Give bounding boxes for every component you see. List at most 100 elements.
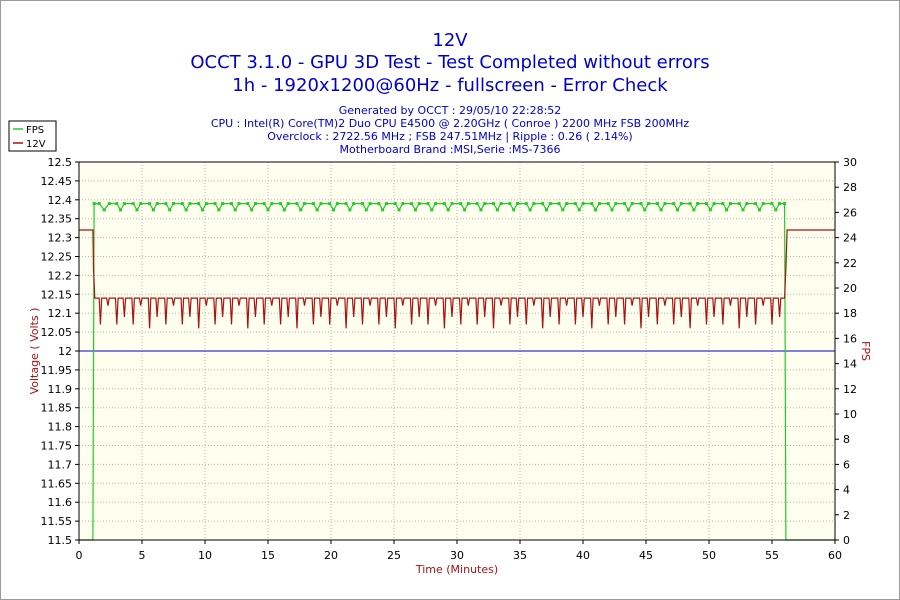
info-generated: Generated by OCCT : 29/05/10 22:28:52 [339,104,562,117]
legend: FPS 12V [8,120,57,152]
data-point-fps [364,208,368,212]
data-point-fps [524,202,528,206]
data-point-fps [745,202,749,206]
data-point-fps [557,202,561,206]
data-point-fps [295,202,299,206]
data-point-fps [135,208,139,212]
data-point-fps [565,202,569,206]
data-point-fps [459,202,463,206]
y-tick-label: 11.75 [41,440,73,453]
data-point-fps [712,202,716,206]
data-point-fps [221,202,225,206]
data-point-fps [442,202,446,206]
data-point-fps [761,202,765,206]
data-point-fps [107,202,111,206]
data-point-fps [397,208,401,212]
data-point-fps [541,202,545,206]
y2-tick-label: 24 [843,232,857,245]
data-point-fps [463,208,467,212]
x-tick-label: 20 [324,549,338,562]
data-point-fps [102,208,106,212]
data-point-fps [512,208,516,212]
data-point-fps [561,208,565,212]
data-point-fps [233,208,237,212]
data-point-fps [262,202,266,206]
data-point-fps [754,202,758,206]
y-tick-label: 12.2 [48,269,73,282]
y-tick-label: 12.3 [48,232,73,245]
data-point-fps [728,202,732,206]
data-point-fps [590,202,594,206]
data-point-fps [119,208,123,212]
data-point-fps [581,202,585,206]
y-tick-label: 12.1 [48,307,73,320]
data-point-fps [659,208,663,212]
data-point-fps [778,202,782,206]
data-point-fps [344,202,348,206]
data-point-fps [475,202,479,206]
legend-box [8,120,57,152]
data-point-fps [151,208,155,212]
data-point-fps [626,208,630,212]
data-point-fps [466,202,470,206]
data-point-fps [721,202,725,206]
y-tick-label: 11.7 [48,458,73,471]
y-tick-label: 11.65 [41,477,73,490]
data-point-fps [704,202,708,206]
y2-tick-label: 20 [843,282,857,295]
chart-title: 12V [432,30,468,51]
x-tick-label: 45 [639,549,653,562]
data-point-fps [328,202,332,206]
data-point-fps [139,202,143,206]
y2-tick-label: 14 [843,358,857,371]
y-tick-label: 12.5 [48,156,73,169]
y-tick-label: 11.8 [48,421,73,434]
data-point-fps [348,208,352,212]
data-point-fps [434,202,438,206]
data-point-fps [368,202,372,206]
data-point-fps [200,208,204,212]
x-tick-label: 60 [828,549,842,562]
data-point-fps [311,202,315,206]
data-point-fps [253,202,257,206]
data-point-fps [688,202,692,206]
data-point-fps [544,208,548,212]
data-point-fps [279,202,283,206]
series-lines [79,202,835,541]
data-point-fps [217,208,221,212]
data-point-fps [332,208,336,212]
y2-tick-label: 6 [843,458,850,471]
data-point-fps [155,202,159,206]
data-point-fps [303,202,307,206]
data-point-fps [594,208,598,212]
data-point-fps [508,202,512,206]
y2-tick-label: 30 [843,156,857,169]
data-point-fps [708,208,712,212]
data-point-fps [643,208,647,212]
data-point-fps [426,202,430,206]
x-tick-label: 55 [765,549,779,562]
data-point-fps [266,208,270,212]
data-point-fps [446,208,450,212]
y2-tick-label: 0 [843,534,850,547]
data-point-fps [577,208,581,212]
data-point-fps [774,208,778,212]
x-tick-label: 40 [576,549,590,562]
legend-label-fps: FPS [26,125,44,136]
y-tick-label: 11.55 [41,515,73,528]
chart-subtitle-1: OCCT 3.1.0 - GPU 3D Test - Test Complete… [190,52,709,73]
y-tick-label: 12.4 [48,194,73,207]
y2-tick-label: 26 [843,206,857,219]
data-point-fps [131,202,135,206]
info-motherboard: Motherboard Brand :MSI,Serie :MS-7366 [340,143,561,156]
y2-tick-label: 18 [843,307,857,320]
data-point-fps [696,202,700,206]
data-point-fps [679,202,683,206]
y2-tick-label: 4 [843,484,850,497]
y-tick-label: 11.5 [48,534,73,547]
x-tick-label: 10 [198,549,212,562]
data-point-fps [597,202,601,206]
y2-tick-label: 2 [843,509,850,522]
data-point-fps [401,202,405,206]
